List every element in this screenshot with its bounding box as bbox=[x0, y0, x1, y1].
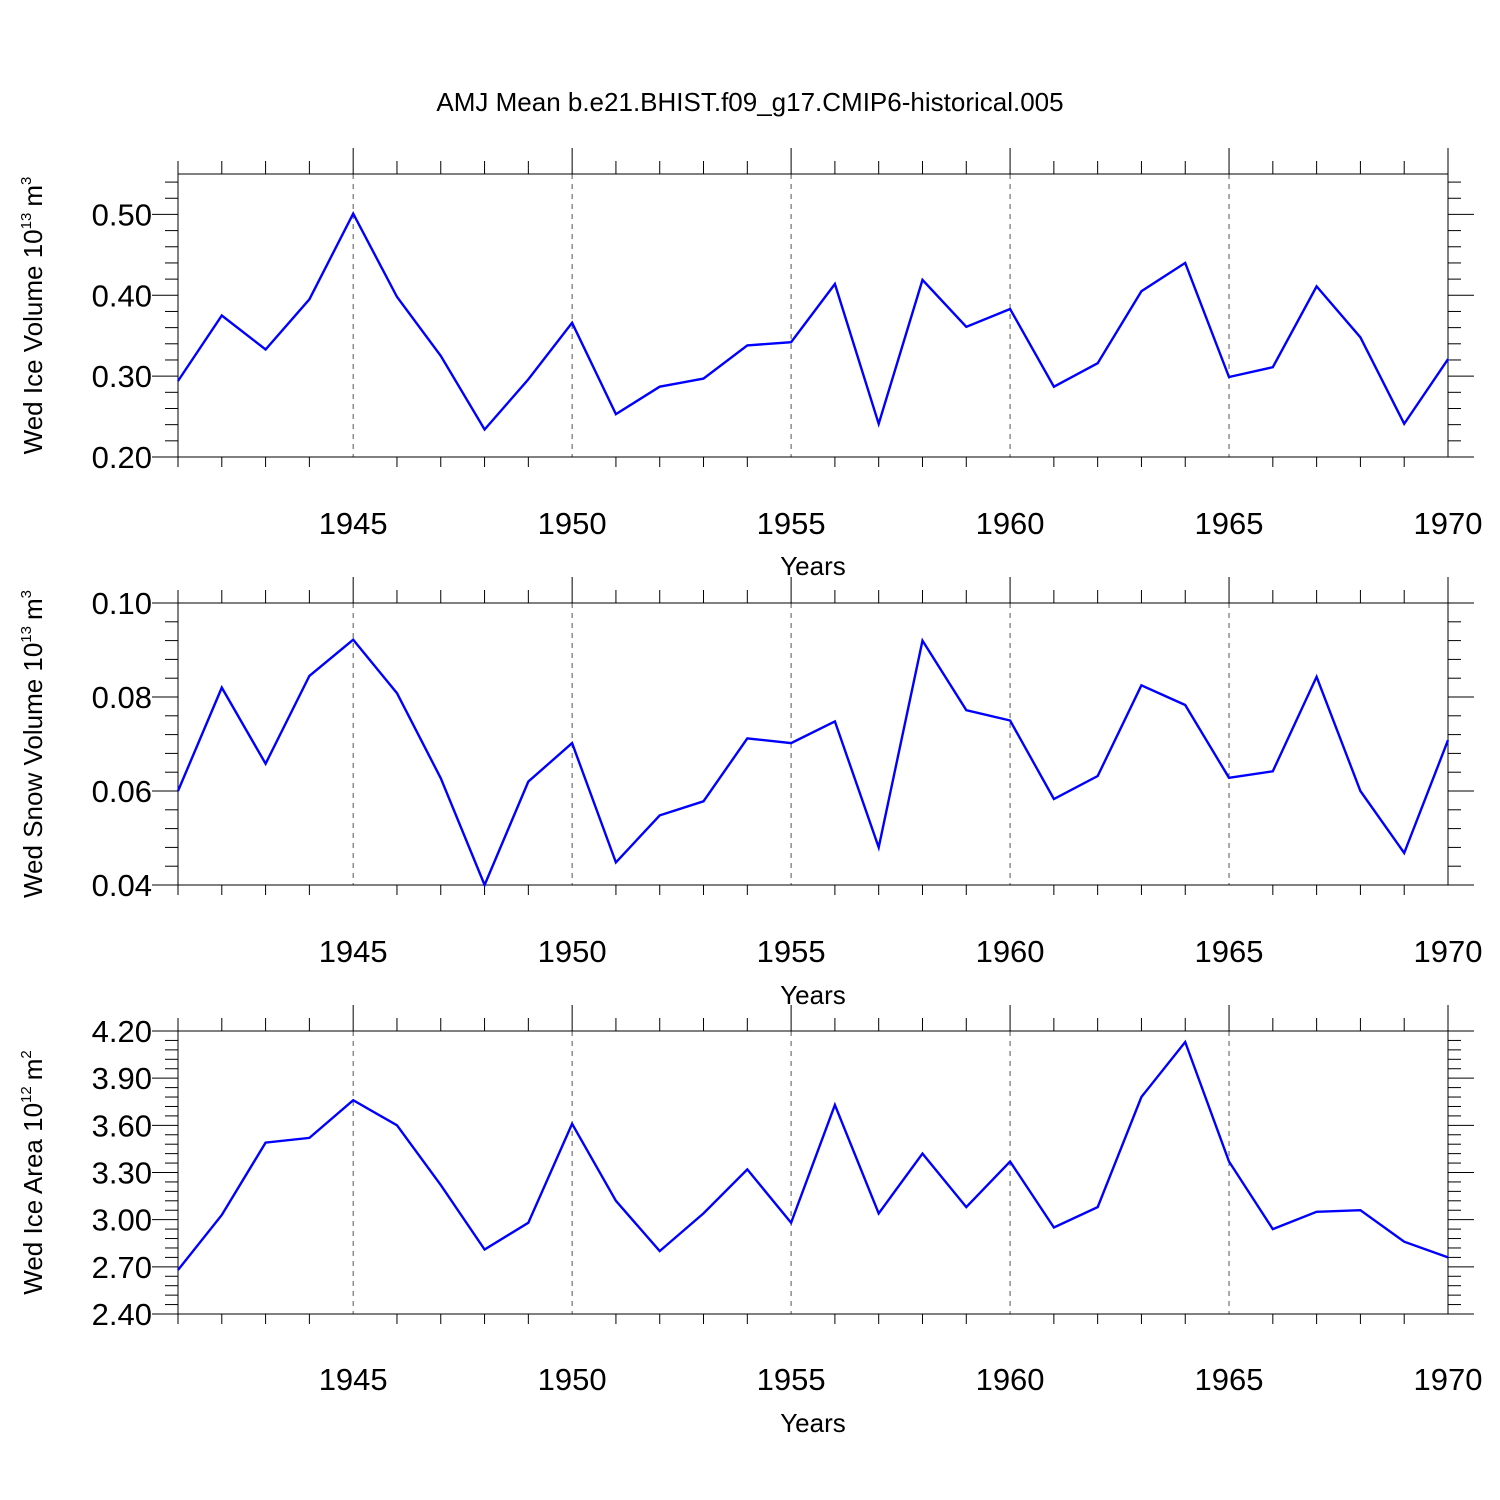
y-axis-label-unit: m bbox=[18, 598, 48, 620]
y-axis-label-text: Wed Ice Area 10 bbox=[18, 1103, 48, 1295]
y-tick-label: 2.40 bbox=[92, 1297, 152, 1332]
panels: 0.20 0.30 0.40 0.50 1945 1950 1955 1960 1965 1970… bbox=[18, 148, 1482, 1438]
x-tick-label: 1970 bbox=[1414, 934, 1483, 969]
plot-frame bbox=[177, 602, 1449, 886]
x-tick-label: 1950 bbox=[538, 1362, 607, 1397]
y-tick-label: 0.08 bbox=[92, 680, 152, 715]
x-tick-label: 1960 bbox=[976, 506, 1045, 541]
x-tick-label: 1945 bbox=[319, 506, 388, 541]
x-tick-label: 1960 bbox=[976, 1362, 1045, 1397]
y-axis-label: Wed Ice Volume 1013 m3 bbox=[18, 177, 48, 455]
y-axis-label-exponent: 13 bbox=[18, 213, 35, 230]
chart-title: AMJ Mean b.e21.BHIST.f09_g17.CMIP6-histo… bbox=[436, 87, 1063, 117]
y-axis-label-unit: m bbox=[18, 185, 48, 207]
y-tick-label: 2.70 bbox=[92, 1250, 152, 1285]
series-line bbox=[177, 1039, 1449, 1271]
x-tick-label: 1965 bbox=[1195, 934, 1264, 969]
y-tick-label: 3.90 bbox=[92, 1061, 152, 1096]
x-axis-label: Years bbox=[780, 551, 846, 581]
x-tick-label: 1950 bbox=[538, 934, 607, 969]
x-tick-label: 1965 bbox=[1195, 1362, 1264, 1397]
x-tick-label: 1965 bbox=[1195, 506, 1264, 541]
y-tick-label: 0.30 bbox=[92, 359, 152, 394]
y-axis-label-exponent: 12 bbox=[18, 1086, 35, 1103]
x-tick-label: 1960 bbox=[976, 934, 1045, 969]
x-tick-label: 1950 bbox=[538, 506, 607, 541]
y-axis-label-unit: m bbox=[18, 1059, 48, 1081]
y-tick-label: 0.20 bbox=[92, 440, 152, 475]
x-tick-label: 1955 bbox=[757, 934, 826, 969]
x-tick-label: 1970 bbox=[1414, 1362, 1483, 1397]
y-tick-label: 4.20 bbox=[92, 1014, 152, 1049]
x-tick-label: 1945 bbox=[319, 1362, 388, 1397]
x-axis-label: Years bbox=[780, 980, 846, 1010]
plot-frame bbox=[177, 1030, 1449, 1315]
y-tick-label: 0.04 bbox=[92, 868, 152, 903]
y-axis-label-text: Wed Ice Volume 10 bbox=[18, 229, 48, 454]
y-axis-label: Wed Snow Volume 1013 m3 bbox=[18, 590, 48, 898]
plot-frame bbox=[177, 173, 1449, 458]
y-tick-label: 3.00 bbox=[92, 1203, 152, 1238]
panel-1: 0.20 0.30 0.40 0.50 1945 1950 1955 1960 1965 1970… bbox=[18, 148, 1482, 581]
y-tick-label: 0.10 bbox=[92, 586, 152, 621]
y-tick-label: 3.60 bbox=[92, 1108, 152, 1143]
y-axis-label-unit-exponent: 2 bbox=[18, 1050, 35, 1058]
y-tick-label: 0.50 bbox=[92, 197, 152, 232]
y-axis-label-unit-exponent: 3 bbox=[18, 590, 35, 598]
x-tick-label: 1970 bbox=[1414, 506, 1483, 541]
y-tick-label: 3.30 bbox=[92, 1156, 152, 1191]
y-axis-label-text: Wed Snow Volume 10 bbox=[18, 643, 48, 898]
series-line bbox=[177, 210, 1449, 432]
x-tick-label: 1955 bbox=[757, 506, 826, 541]
y-axis-label-unit-exponent: 3 bbox=[18, 177, 35, 185]
y-axis-label: Wed Ice Area 1012 m2 bbox=[18, 1050, 48, 1294]
y-axis-label-exponent: 13 bbox=[18, 626, 35, 643]
x-axis-label: Years bbox=[780, 1408, 846, 1438]
panel-2: 0.04 0.06 0.08 0.10 1945 1950 1955 1960 1965 1970… bbox=[18, 577, 1482, 1010]
series-line bbox=[176, 637, 1450, 889]
panel-3: 2.40 2.70 3.00 3.30 3.60 3.90 4.20 1945 1950 1955… bbox=[18, 1005, 1482, 1438]
x-tick-label: 1945 bbox=[319, 934, 388, 969]
x-tick-label: 1955 bbox=[757, 1362, 826, 1397]
y-tick-label: 0.40 bbox=[92, 278, 152, 313]
y-tick-label: 0.06 bbox=[92, 774, 152, 809]
